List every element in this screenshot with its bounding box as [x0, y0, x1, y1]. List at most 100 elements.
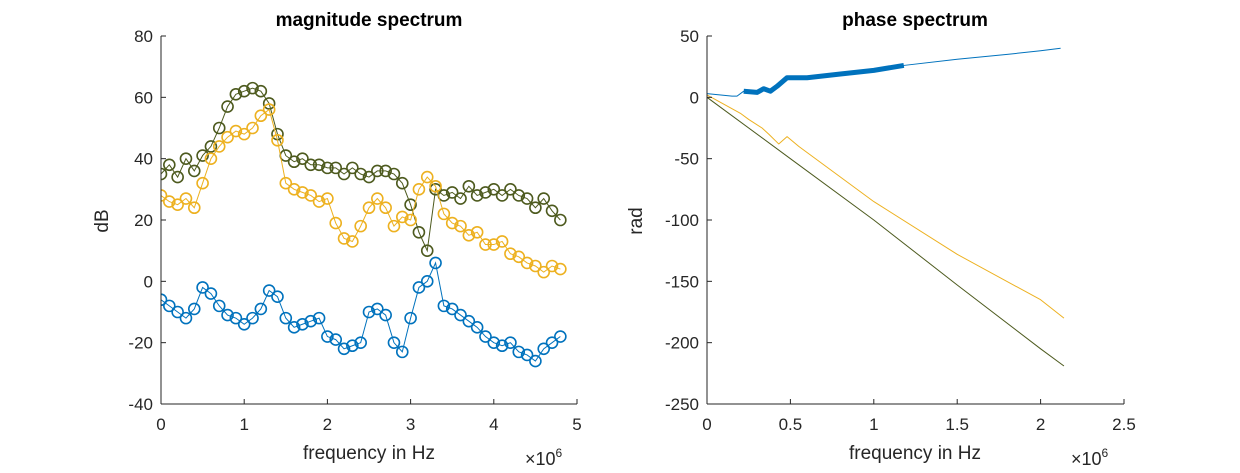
phase-x-multiplier-base: ×10	[1071, 449, 1102, 469]
magnitude-series-2-point	[379, 308, 392, 322]
y-tick-label: 0	[690, 88, 699, 107]
magnitude-series-0-point	[487, 183, 501, 196]
magnitude-series-0-point	[204, 140, 218, 153]
magnitude-series-2-point	[246, 311, 259, 325]
phase-spectrum-chart: phase spectrum 0 0.5 1 1.5 2 2.5 -250 -200 -150 -…	[626, 10, 1136, 469]
phase-x-multiplier-exp: 6	[1102, 446, 1109, 460]
x-tick-label: 1.5	[945, 415, 969, 434]
magnitude-series-1-point	[437, 207, 451, 221]
magnitude-series-2-point	[495, 339, 509, 353]
magnitude-series-0-point	[512, 189, 526, 202]
magnitude-series-1-point	[321, 192, 334, 205]
magnitude-series-1-point	[362, 201, 376, 215]
magnitude-series-2-point	[237, 317, 251, 331]
magnitude-series-2-point	[429, 256, 442, 270]
phase-x-multiplier: ×106	[1071, 446, 1109, 469]
magnitude-series-1-point	[262, 103, 276, 116]
magnitude-series-2-point	[437, 299, 451, 313]
magnitude-series-0-line	[161, 87, 561, 253]
magnitude-series-2-point	[529, 354, 542, 368]
magnitude-series-1-point	[529, 259, 542, 273]
x-tick-label: 2.5	[1112, 415, 1136, 434]
magnitude-series-2-point	[420, 275, 434, 288]
magnitude-series-2-point	[229, 311, 243, 325]
magnitude-series-1-point	[462, 229, 476, 242]
magnitude-series-1-point	[329, 216, 343, 230]
phase-series-3-line	[707, 96, 1065, 367]
y-tick-label: -20	[128, 334, 153, 353]
magnitude-series-0-point	[171, 170, 184, 184]
magnitude-series-2-point	[287, 321, 301, 334]
magnitude-series-2-point	[321, 330, 334, 343]
magnitude-series-2-point	[487, 336, 501, 349]
y-tick-label: 80	[134, 27, 153, 46]
y-tick-label: 20	[134, 211, 153, 230]
magnitude-series-2-point	[296, 317, 309, 331]
magnitude-series-1-point	[487, 238, 501, 251]
magnitude-series-1-point	[371, 192, 384, 205]
x-tick-label: 3	[406, 415, 415, 434]
magnitude-series-1-point	[163, 195, 176, 208]
magnitude-series-0-point	[329, 161, 343, 175]
magnitude-series-1-point	[537, 265, 551, 279]
magnitude-series-1-point	[179, 192, 193, 205]
magnitude-series-1-point	[379, 201, 392, 215]
magnitude-series-0-point	[387, 167, 401, 181]
magnitude-series-0-point	[287, 155, 301, 169]
magnitude-series-0-point	[462, 179, 476, 193]
magnitude-series-2-point	[271, 290, 284, 303]
magnitude-series-0-point	[163, 158, 176, 172]
magnitude-series-2-point	[554, 330, 567, 343]
phase-series-2-line	[707, 94, 1065, 319]
magnitude-series-2-point	[454, 308, 467, 322]
x-tick-label: 0	[702, 415, 711, 434]
phase-xlabel: frequency in Hz	[849, 443, 981, 464]
magnitude-series-0-point	[221, 100, 234, 113]
magnitude-series-0-point	[312, 158, 326, 172]
magnitude-x-multiplier: ×106	[525, 446, 563, 469]
magnitude-series-2-point	[387, 336, 401, 349]
phase-series-1-line	[743, 62, 905, 95]
x-tick-label: 2	[323, 415, 332, 434]
magnitude-series-2-point	[371, 302, 384, 316]
phase-axes: 0 0.5 1 1.5 2 2.5 -250 -200 -150 -100 -50 0 50	[665, 27, 1136, 434]
x-tick-label: 0	[156, 415, 165, 434]
magnitude-series-0-point	[179, 152, 193, 165]
magnitude-series-1-point	[229, 124, 243, 138]
y-tick-label: 60	[134, 88, 153, 107]
magnitude-series-1-point	[512, 250, 526, 264]
x-tick-label: 1	[239, 415, 248, 434]
magnitude-series-1-point	[296, 186, 309, 199]
magnitude-series-1-point	[495, 235, 509, 248]
magnitude-series-2-point	[404, 311, 417, 325]
phase-chart-title: phase spectrum	[842, 10, 988, 31]
x-tick-label: 1	[869, 415, 878, 434]
magnitude-series-0-point	[362, 170, 376, 184]
magnitude-series-1-point	[212, 140, 226, 153]
magnitude-series-1-point	[470, 225, 484, 239]
magnitude-series-1-point	[395, 210, 409, 224]
magnitude-series-0-point	[545, 204, 559, 218]
magnitude-series-0-point	[470, 189, 484, 202]
magnitude-series-1-point	[287, 183, 301, 196]
magnitude-series-2-point	[163, 299, 176, 313]
magnitude-series-2-point	[545, 336, 559, 349]
magnitude-series-0-point	[304, 158, 318, 172]
magnitude-series-2-point	[187, 302, 201, 316]
magnitude-series-0-point	[520, 192, 534, 205]
magnitude-series-1-point	[354, 219, 367, 233]
magnitude-series-0-point	[246, 81, 259, 95]
magnitude-series-2-point	[329, 333, 343, 346]
magnitude-series-0-point	[321, 161, 334, 175]
y-tick-label: -100	[665, 211, 699, 230]
magnitude-series-1-point	[271, 133, 284, 147]
magnitude-series-2-point	[179, 311, 193, 325]
magnitude-series-1-point	[171, 198, 184, 211]
magnitude-series-1-line	[161, 108, 561, 273]
magnitude-series-2-point	[479, 330, 492, 343]
magnitude-series-2-point	[161, 293, 168, 307]
magnitude-series-0-point	[262, 97, 276, 110]
magnitude-ylabel: dB	[92, 209, 113, 232]
magnitude-series-2-point	[462, 314, 476, 328]
